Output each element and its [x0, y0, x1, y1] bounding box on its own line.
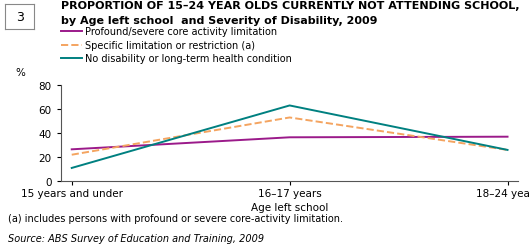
Text: No disability or long-term health condition: No disability or long-term health condit… — [85, 54, 291, 64]
Text: PROPORTION OF 15–24 YEAR OLDS CURRENTLY NOT ATTENDING SCHOOL,: PROPORTION OF 15–24 YEAR OLDS CURRENTLY … — [61, 1, 519, 11]
X-axis label: Age left school: Age left school — [251, 202, 329, 212]
Text: Specific limitation or restriction (a): Specific limitation or restriction (a) — [85, 40, 254, 50]
Text: Profound/severe core activity limitation: Profound/severe core activity limitation — [85, 26, 277, 37]
Text: %: % — [15, 68, 25, 78]
Text: Source: ABS Survey of Education and Training, 2009: Source: ABS Survey of Education and Trai… — [8, 233, 264, 243]
Text: 3: 3 — [16, 11, 24, 24]
Text: (a) includes persons with profound or severe core-activity limitation.: (a) includes persons with profound or se… — [8, 213, 343, 223]
Text: by Age left school  and Severity of Disability, 2009: by Age left school and Severity of Disab… — [61, 16, 377, 26]
